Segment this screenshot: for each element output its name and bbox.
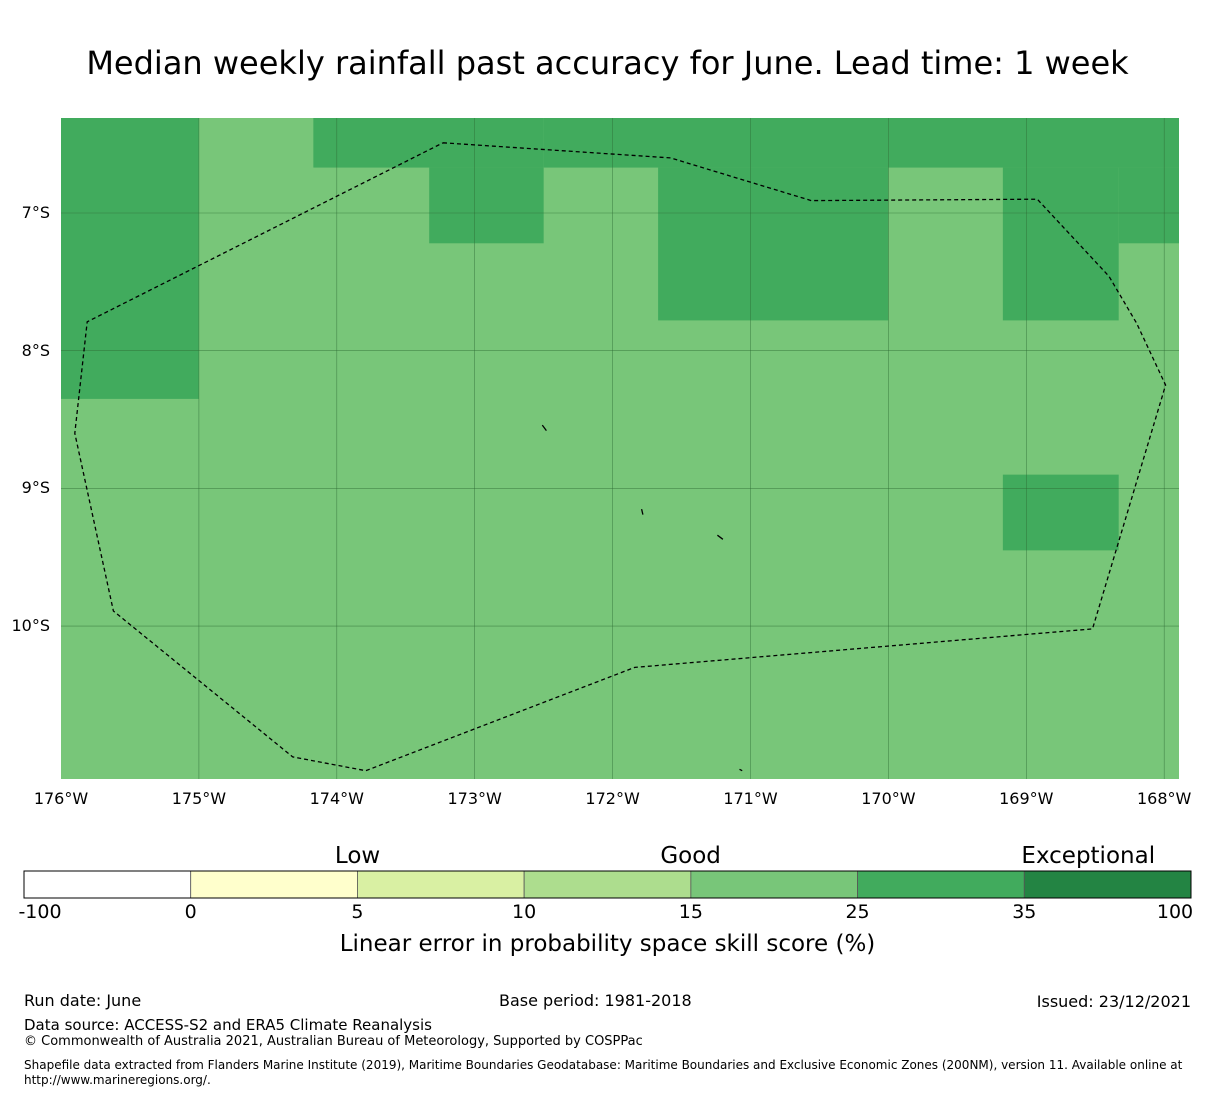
colorbar-bin-0 <box>23 870 192 899</box>
island-1 <box>640 508 644 515</box>
colorbar-tick: -100 <box>18 901 62 923</box>
issued-date: Issued: 23/12/2021 <box>1036 992 1191 1011</box>
colorbar-tick: 10 <box>512 901 537 923</box>
colorbar-tick: 25 <box>845 901 870 923</box>
colorbar-category-good: Good <box>660 843 721 869</box>
lat-tick-label: 9°S <box>21 478 50 498</box>
lon-tick-label: 172°W <box>585 789 640 808</box>
colorbar-bin-6 <box>1023 870 1192 899</box>
skill-cell-4 <box>658 167 889 321</box>
lon-tick-label: 174°W <box>309 789 364 808</box>
run-date: Run date: June <box>24 991 142 1010</box>
base-period: Base period: 1981-2018 <box>499 991 692 1010</box>
island-0 <box>541 424 547 431</box>
colorbar-bin-4 <box>690 870 858 899</box>
colorbar-bin-3 <box>523 870 692 899</box>
island-2 <box>717 534 724 540</box>
colorbar-bin-1 <box>190 870 358 899</box>
skill-cell-3 <box>543 118 889 168</box>
colorbar-tick: 35 <box>1012 901 1037 923</box>
lon-tick-label: 168°W <box>1137 789 1192 808</box>
colorbar-bin-5 <box>857 870 1025 899</box>
skill-cell-6 <box>1002 167 1119 321</box>
skill-cell-1 <box>313 118 544 168</box>
island-3 <box>739 768 743 772</box>
skill-cell-2 <box>429 167 544 244</box>
colorbar-frame <box>23 870 1192 899</box>
lon-tick-label: 176°W <box>33 789 89 808</box>
lon-tick-label: 175°W <box>171 789 227 808</box>
colorbar-title: Linear error in probability space skill … <box>339 931 876 957</box>
colorbar-tick: 15 <box>678 901 703 923</box>
copyright: © Commonwealth of Australia 2021, Austra… <box>24 1034 643 1049</box>
colorbar-category-exceptional: Exceptional <box>1021 843 1156 869</box>
data-source: Data source: ACCESS-S2 and ERA5 Climate … <box>24 1016 432 1034</box>
shapefile-credit: Shapefile data extracted from Flanders M… <box>24 1058 1183 1087</box>
lon-tick-label: 170°W <box>861 789 916 808</box>
lon-tick-label: 173°W <box>447 789 502 808</box>
eez-boundary <box>74 142 1167 772</box>
lon-tick-label: 171°W <box>723 789 778 808</box>
colorbar-tick: 100 <box>1156 901 1194 923</box>
colorbar-tick: 0 <box>184 901 197 923</box>
skill-cell-8 <box>1002 474 1119 551</box>
skill-cell-0 <box>61 118 199 399</box>
skill-cell-5 <box>888 118 1179 168</box>
colorbar-bin-2 <box>357 870 525 899</box>
skill-cell-7 <box>1118 167 1179 244</box>
lat-tick-label: 7°S <box>21 203 50 222</box>
colorbar-category-low: Low <box>334 843 381 869</box>
colorbar-tick: 5 <box>351 901 364 923</box>
map-title: Median weekly rainfall past accuracy for… <box>86 44 1129 82</box>
lat-tick-label: 10°S <box>11 616 50 636</box>
lon-tick-label: 169°W <box>999 789 1054 808</box>
map-background-field <box>61 118 1179 779</box>
lat-tick-label: 8°S <box>21 340 50 360</box>
